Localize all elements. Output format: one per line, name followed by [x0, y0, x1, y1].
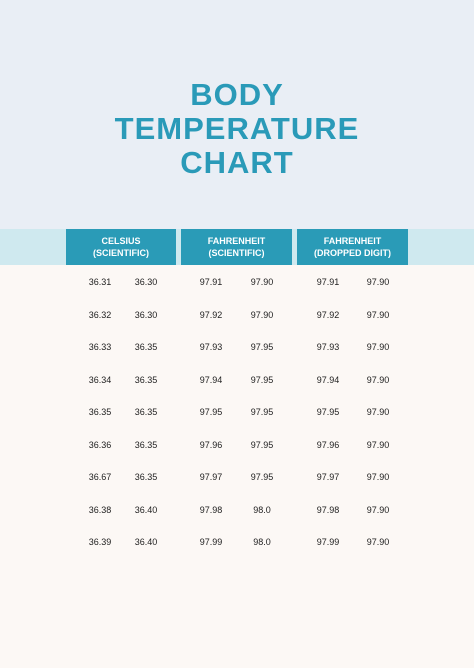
table-cell: 36.35: [134, 472, 158, 482]
table-cell: 36.36: [88, 439, 112, 450]
table-cell: 36.40: [134, 537, 158, 547]
table-cell: 36.35: [134, 407, 158, 417]
table-cell: 97.90: [366, 439, 390, 450]
table-cell: 36.67: [88, 472, 112, 482]
column-header: FAHRENHEIT (SCIENTIFIC): [181, 229, 292, 265]
table-cell: 36.30: [134, 277, 158, 287]
table-cell: 97.99: [316, 537, 340, 547]
title-line: BODY: [190, 77, 284, 112]
table-cell: 97.93: [199, 342, 223, 352]
table-cell: 97.92: [316, 309, 340, 320]
table-cell: 97.97: [316, 472, 340, 482]
column-header-line: FAHRENHEIT: [207, 236, 266, 246]
table-cell: 97.92: [199, 309, 223, 320]
table-cell: 97.95: [250, 472, 274, 482]
table-cell: 36.34: [88, 374, 112, 385]
table-cell: 97.95: [316, 407, 340, 417]
table-cell: 97.98: [199, 504, 223, 515]
table-cell: 36.39: [88, 537, 112, 547]
table-cell: 36.35: [88, 407, 112, 417]
table-cell: 97.94: [316, 374, 340, 385]
title-line: CHART: [180, 145, 294, 180]
table-cell: 97.90: [366, 504, 390, 515]
table-cell: 97.95: [250, 407, 274, 417]
table-cell: 97.95: [250, 374, 274, 385]
table-cell: 36.35: [134, 374, 158, 385]
table-cell: 97.90: [250, 277, 274, 287]
table-cell: 36.35: [134, 439, 158, 450]
table-cell: 97.95: [250, 439, 274, 450]
table-cell: 97.90: [366, 277, 390, 287]
table-cell: 97.99: [199, 537, 223, 547]
table-cell: 97.90: [366, 309, 390, 320]
table-cell: 36.40: [134, 504, 158, 515]
table-cell: 97.90: [250, 309, 274, 320]
table-cell: 97.97: [199, 472, 223, 482]
table-cell: 97.90: [366, 407, 390, 417]
table-cell: 98.0: [253, 504, 271, 515]
table-cell: 97.91: [316, 277, 340, 287]
table-cell: 36.35: [134, 342, 158, 352]
table-cell: 97.96: [199, 439, 223, 450]
column-header-line: FAHRENHEIT: [323, 236, 382, 246]
table-cell: 97.90: [366, 342, 390, 352]
column-header: CELSIUS (SCIENTIFIC): [66, 229, 176, 265]
table-cell: 97.91: [199, 277, 223, 287]
table-cell: 98.0: [253, 537, 271, 547]
table-cell: 36.31: [88, 277, 112, 287]
table-cell: 97.95: [199, 407, 223, 417]
table-cell: 36.38: [88, 504, 112, 515]
table-cell: 97.93: [316, 342, 340, 352]
table-cell: 36.33: [88, 342, 112, 352]
column-header: FAHRENHEIT (DROPPED DIGIT): [297, 229, 408, 265]
table-cell: 97.94: [199, 374, 223, 385]
table-cell: 97.90: [366, 537, 390, 547]
table-cell: 36.30: [134, 309, 158, 320]
column-header-line: (SCIENTIFIC): [93, 248, 149, 258]
column-header-line: (DROPPED DIGIT): [313, 248, 391, 258]
table-cell: 36.32: [88, 309, 112, 320]
table-cell: 97.96: [316, 439, 340, 450]
column-header-line: (SCIENTIFIC): [208, 248, 265, 258]
table-cell: 97.90: [366, 374, 390, 385]
title-line: TEMPERATURE: [114, 111, 360, 146]
column-header-line: CELSIUS: [101, 236, 141, 246]
table-cell: 97.90: [366, 472, 390, 482]
table-cell: 97.95: [250, 342, 274, 352]
header-background: [0, 0, 474, 229]
table-cell: 97.98: [316, 504, 340, 515]
